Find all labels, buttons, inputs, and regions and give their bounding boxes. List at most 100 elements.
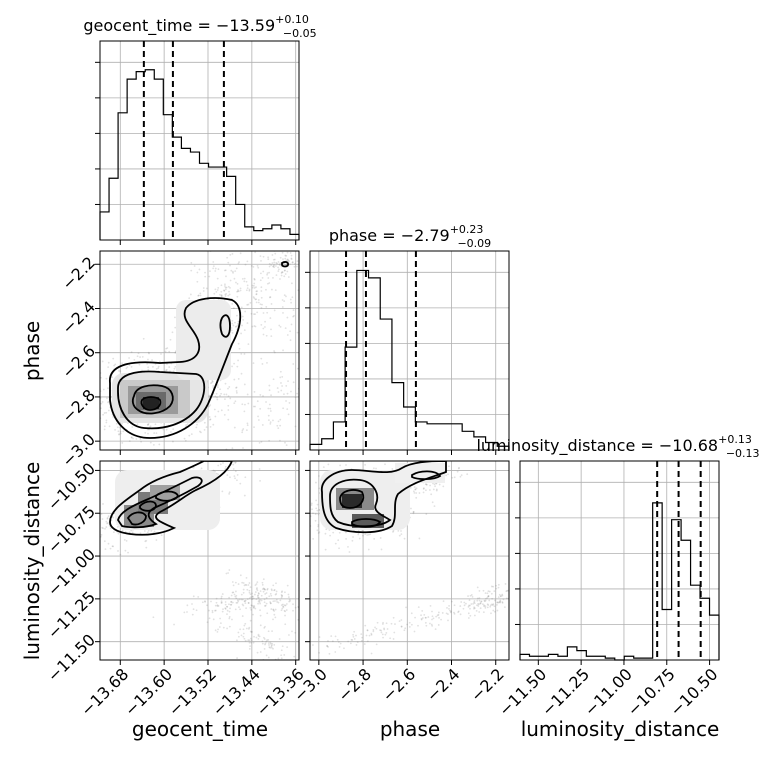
- scatter-point: [281, 271, 284, 274]
- scatter-point: [497, 596, 500, 599]
- scatter-point: [204, 271, 206, 274]
- scatter-point: [227, 395, 230, 397]
- scatter-point: [231, 270, 234, 273]
- scatter-point: [190, 261, 193, 264]
- scatter-point: [434, 628, 437, 631]
- scatter-point: [227, 285, 230, 288]
- scatter-point: [259, 614, 262, 617]
- scatter-point: [425, 483, 428, 486]
- scatter-point: [240, 634, 243, 637]
- scatter-point: [257, 602, 259, 605]
- scatter-point: [196, 280, 199, 283]
- scatter-point: [286, 646, 289, 649]
- scatter-point: [400, 530, 402, 532]
- scatter-point: [277, 657, 280, 660]
- scatter-point: [284, 254, 287, 257]
- scatter-point: [221, 593, 224, 595]
- scatter-point: [264, 605, 266, 607]
- scatter-point: [512, 582, 514, 584]
- scatter-point: [241, 615, 244, 617]
- scatter-point: [220, 294, 223, 297]
- scatter-point: [307, 492, 309, 494]
- scatter-point: [256, 265, 259, 267]
- scatter-point: [220, 601, 223, 604]
- scatter-point: [142, 337, 145, 340]
- scatter-point: [245, 627, 248, 630]
- scatter-point: [234, 608, 237, 611]
- scatter-point: [257, 299, 260, 301]
- scatter-point: [281, 607, 284, 610]
- scatter-point: [114, 363, 117, 366]
- title-luminosity-distance: luminosity_distance = −10.68+0.13 −0.13: [476, 433, 759, 460]
- scatter-point: [318, 508, 320, 511]
- scatter-point: [351, 639, 354, 641]
- scatter-point: [258, 468, 261, 470]
- scatter-point: [318, 487, 321, 490]
- scatter-point: [214, 395, 217, 398]
- scatter-point: [250, 604, 253, 607]
- scatter-point: [285, 385, 288, 387]
- scatter-point: [435, 615, 438, 618]
- scatter-point: [257, 301, 260, 304]
- scatter-point: [318, 531, 321, 534]
- scatter-point: [269, 410, 272, 412]
- scatter-point: [253, 297, 256, 300]
- scatter-point: [241, 431, 244, 434]
- scatter-point: [228, 491, 231, 494]
- scatter-point: [487, 590, 490, 593]
- scatter-point: [230, 269, 233, 272]
- scatter-point: [244, 310, 247, 313]
- scatter-point: [277, 391, 280, 393]
- scatter-point: [270, 303, 273, 305]
- scatter-point: [74, 391, 76, 393]
- scatter-point: [473, 602, 476, 605]
- scatter-point: [214, 629, 217, 632]
- scatter-point: [242, 591, 245, 594]
- scatter-point: [122, 430, 125, 433]
- scatter-point: [235, 325, 238, 328]
- scatter-point: [498, 601, 501, 603]
- scatter-point: [231, 591, 234, 594]
- scatter-point: [245, 429, 248, 432]
- scatter-point: [343, 647, 345, 650]
- frame-lumdist-vs-phase: [309, 460, 510, 661]
- scatter-point: [155, 432, 158, 435]
- scatter-point: [203, 421, 206, 424]
- scatter-point: [249, 301, 252, 304]
- scatter-point: [162, 428, 165, 431]
- scatter-point: [459, 605, 462, 607]
- scatter-point: [384, 463, 386, 466]
- scatter-point: [357, 529, 360, 532]
- scatter-point: [261, 640, 264, 643]
- scatter-point: [290, 390, 292, 393]
- scatter-point: [280, 657, 283, 660]
- scatter-point: [251, 604, 253, 607]
- scatter-point: [235, 386, 238, 389]
- scatter-point: [514, 600, 516, 602]
- scatter-point: [95, 521, 97, 523]
- scatter-point: [215, 290, 218, 293]
- scatter-point: [282, 312, 284, 314]
- scatter-point: [286, 258, 289, 261]
- scatter-point: [237, 359, 239, 362]
- scatter-point: [305, 511, 307, 513]
- scatter-point: [260, 290, 263, 292]
- scatter-point: [272, 618, 274, 621]
- scatter-point: [107, 542, 110, 545]
- scatter-point: [347, 640, 350, 643]
- scatter-point: [217, 628, 219, 631]
- scatter-point: [252, 613, 254, 616]
- scatter-point: [487, 604, 490, 607]
- scatter-point: [440, 618, 442, 621]
- scatter-point: [485, 597, 487, 600]
- scatter-point: [272, 277, 274, 279]
- scatter-point: [274, 289, 277, 292]
- scatter-point: [173, 367, 176, 370]
- scatter-point: [288, 402, 291, 404]
- scatter-point: [284, 269, 286, 272]
- scatter-point: [225, 393, 228, 396]
- scatter-point: [130, 436, 133, 439]
- scatter-point: [231, 303, 234, 305]
- scatter-point: [473, 599, 476, 602]
- scatter-point: [259, 407, 262, 410]
